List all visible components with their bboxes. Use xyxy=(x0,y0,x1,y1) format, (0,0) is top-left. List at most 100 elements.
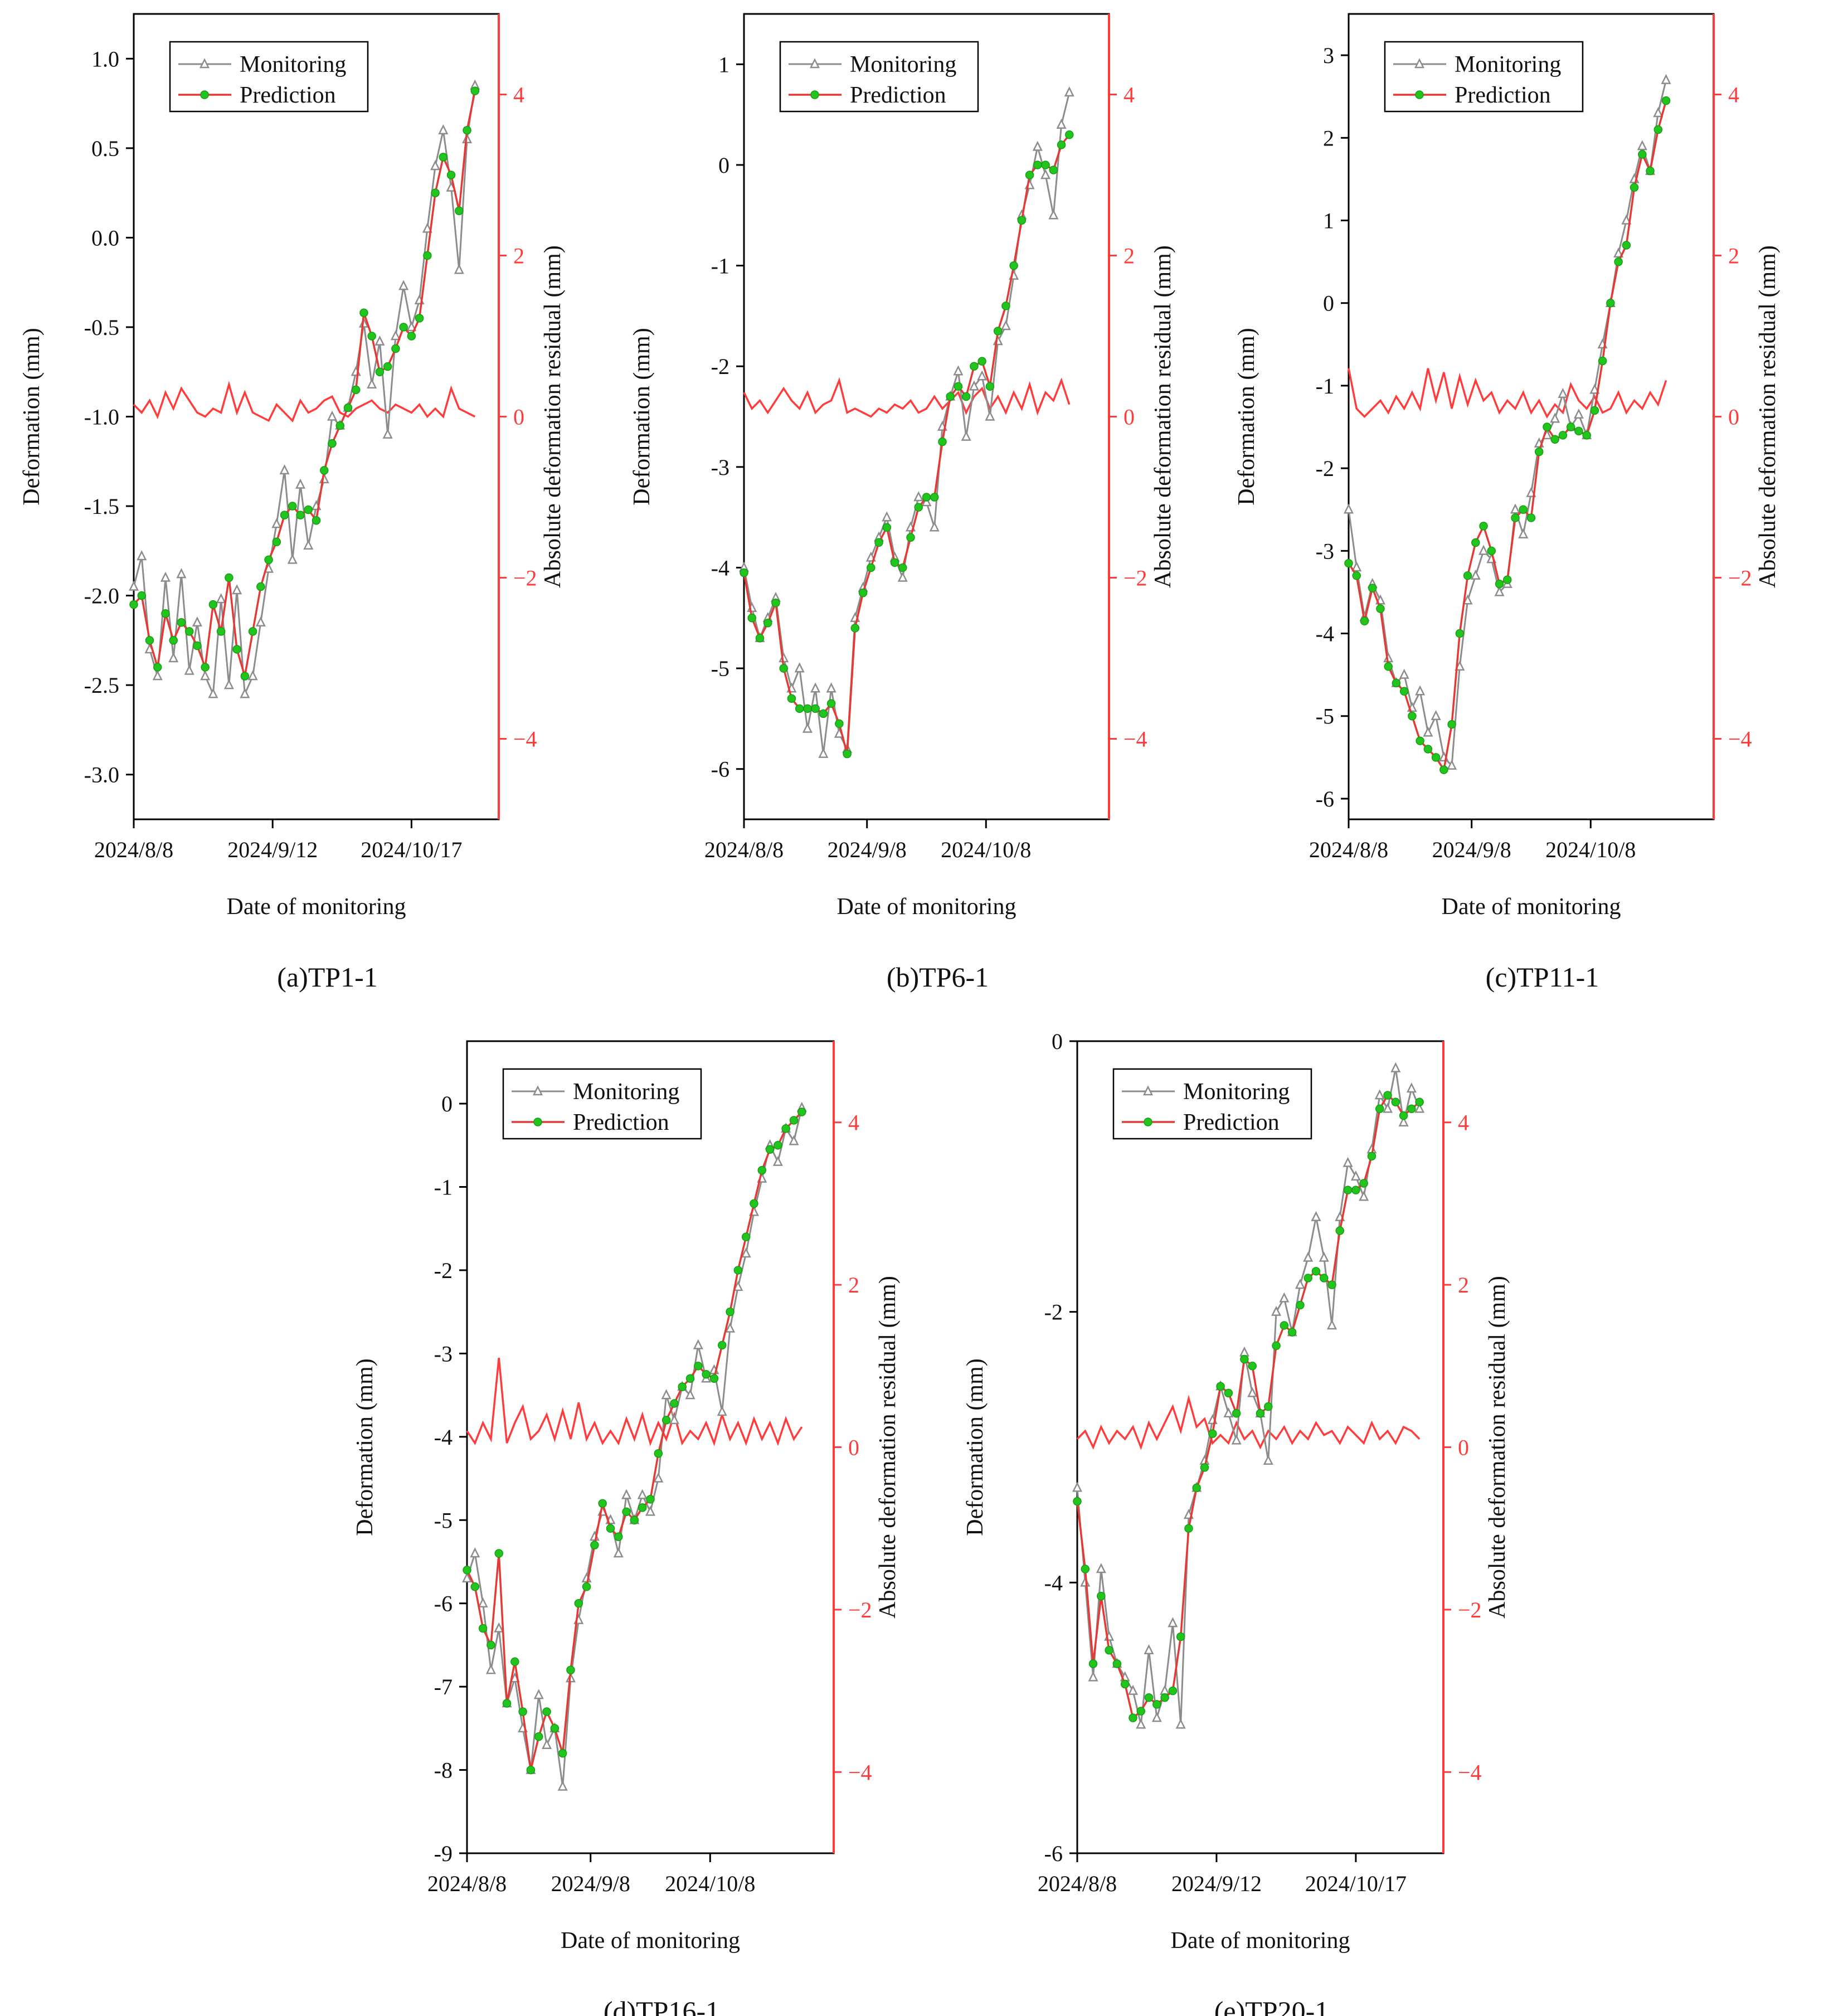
prediction-point xyxy=(1391,1097,1400,1107)
prediction-point xyxy=(201,663,210,672)
prediction-point xyxy=(455,206,464,215)
prediction-point xyxy=(985,382,995,391)
y-tick-label: 0 xyxy=(441,1091,453,1116)
monitoring-point xyxy=(1359,1191,1369,1201)
prediction-point xyxy=(1415,1097,1424,1107)
prediction-point xyxy=(922,493,931,502)
prediction-point xyxy=(1224,1388,1233,1398)
monitoring-point xyxy=(422,222,432,233)
prediction-point xyxy=(145,636,154,645)
monitoring-point xyxy=(693,1339,703,1349)
prediction-point xyxy=(1192,1483,1201,1493)
monitoring-point xyxy=(1231,1434,1242,1445)
y2-tick-label: 4 xyxy=(1123,82,1135,108)
prediction-point xyxy=(826,699,836,708)
monitoring-point xyxy=(137,550,147,561)
prediction-point xyxy=(407,332,416,341)
y-tick-label: 1.0 xyxy=(91,46,119,71)
monitoring-series-line xyxy=(1348,80,1667,768)
prediction-point xyxy=(1057,140,1066,149)
prediction-point xyxy=(654,1449,663,1458)
monitoring-point xyxy=(826,682,836,693)
monitoring-point xyxy=(669,1414,679,1425)
residual-series-line xyxy=(133,381,476,422)
monitoring-point xyxy=(1127,1684,1139,1695)
monitoring-point xyxy=(810,682,821,693)
prediction-point xyxy=(757,1165,767,1175)
monitoring-point xyxy=(216,593,226,604)
prediction-point xyxy=(1184,1524,1193,1533)
legend-box xyxy=(169,41,369,113)
prediction-point xyxy=(763,619,772,628)
monitoring-point xyxy=(382,428,393,439)
monitoring-point xyxy=(1350,1170,1361,1181)
y2-tick-label: −2 xyxy=(1728,566,1752,591)
y-tick-label: -3 xyxy=(1316,538,1334,563)
monitoring-point xyxy=(977,370,988,381)
prediction-point xyxy=(733,1266,743,1275)
monitoring-point xyxy=(406,321,417,332)
legend-monitoring-label: Monitoring xyxy=(850,52,956,77)
prediction-point xyxy=(399,323,408,332)
prediction-point xyxy=(510,1657,519,1667)
monitoring-point xyxy=(733,1281,743,1291)
y-tick-label: 0 xyxy=(1052,1029,1063,1054)
prediction-point xyxy=(750,1199,758,1208)
y-tick-label: -2 xyxy=(1316,456,1334,481)
monitoring-point xyxy=(1558,387,1568,398)
monitoring-point xyxy=(478,1597,488,1607)
y-tick-label: -2.0 xyxy=(84,584,119,609)
y2-tick-label: −4 xyxy=(513,727,537,752)
residual-series-line xyxy=(1348,368,1667,419)
y-tick-label: -0.5 xyxy=(84,315,119,340)
y2-tick-label: 0 xyxy=(1728,405,1739,430)
y-axis-title: Deformation (mm) xyxy=(629,328,655,505)
y-tick-label: -6 xyxy=(711,757,729,782)
monitoring-point xyxy=(223,679,234,689)
prediction-point xyxy=(954,382,963,391)
x-tick-label: 2024/10/8 xyxy=(665,1871,755,1896)
x-axis-title: Date of monitoring xyxy=(1171,1928,1350,1954)
x-tick-label: 2024/10/8 xyxy=(1545,837,1636,862)
prediction-point xyxy=(1399,687,1409,696)
prediction-point xyxy=(375,367,385,376)
monitoring-point xyxy=(279,464,290,475)
prediction-point xyxy=(1280,1321,1289,1330)
monitoring-point xyxy=(1637,140,1647,150)
prediction-point xyxy=(1303,1274,1312,1283)
y-tick-label: 0 xyxy=(1323,291,1334,316)
x-tick-label: 2024/8/8 xyxy=(427,1871,507,1896)
monitoring-point xyxy=(685,1389,695,1400)
monitoring-point xyxy=(1088,1671,1098,1682)
prediction-point xyxy=(470,86,480,95)
monitoring-point xyxy=(1343,1157,1353,1167)
y2-tick-label: 0 xyxy=(1458,1435,1469,1460)
monitoring-point xyxy=(1271,1305,1282,1316)
monitoring-point xyxy=(717,1406,727,1416)
legend-monitoring-marker xyxy=(199,58,210,69)
monitoring-point xyxy=(818,747,829,758)
y2-axis-title: Absolute deformation residual (mm) xyxy=(1485,1276,1510,1619)
monitoring-point xyxy=(494,1622,504,1633)
monitoring-point xyxy=(1136,1718,1146,1729)
prediction-point xyxy=(1408,711,1417,721)
prediction-point xyxy=(1344,558,1353,568)
legend-box xyxy=(1384,41,1584,113)
legend-prediction-marker xyxy=(1144,1118,1152,1126)
y-axis-title: Deformation (mm) xyxy=(352,1358,378,1536)
monitoring-point xyxy=(1398,1116,1409,1126)
prediction-point xyxy=(1638,150,1647,159)
prediction-point xyxy=(1622,241,1631,250)
monitoring-point xyxy=(160,571,171,582)
prediction-point xyxy=(1630,183,1639,192)
legend-prediction-label: Prediction xyxy=(850,82,946,108)
monitoring-point xyxy=(621,1489,632,1499)
x-tick-label: 2024/8/8 xyxy=(704,837,784,862)
prediction-point xyxy=(177,618,186,627)
prediction-point xyxy=(614,1532,623,1541)
prediction-point xyxy=(1471,538,1480,547)
prediction-point xyxy=(343,403,353,412)
y2-tick-label: −4 xyxy=(848,1760,872,1785)
y2-axis-title: Absolute deformation residual (mm) xyxy=(1755,245,1781,588)
prediction-point xyxy=(161,609,170,618)
